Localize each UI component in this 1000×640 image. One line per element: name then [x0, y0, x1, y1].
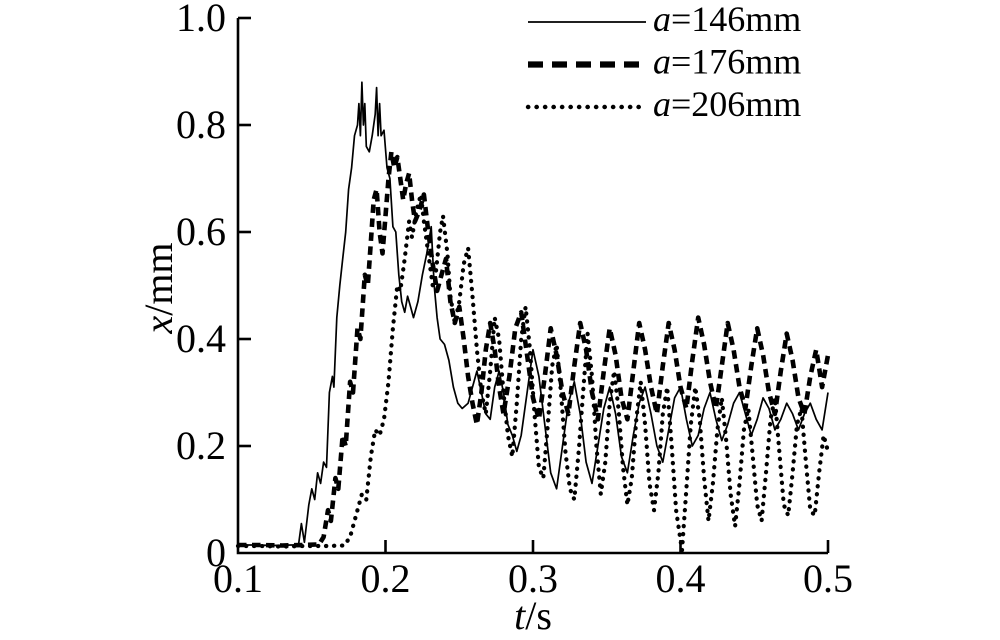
- y-tick-label: 0.4: [176, 316, 226, 361]
- legend-label-146: a=146mm: [653, 0, 801, 39]
- y-tick-label: 0.8: [176, 102, 226, 147]
- axis-spines: [236, 18, 828, 555]
- y-tick-label: 0: [206, 530, 226, 575]
- y-tick-label: 1.0: [176, 0, 226, 40]
- series-line-176: [238, 149, 831, 548]
- x-tick-label: 0.4: [656, 556, 706, 601]
- y-tick-label: 0.6: [176, 209, 226, 254]
- axes-layer: 0.1 0.2 0.3 0.4 0.5 0 0.2 0.4 0.6 0.8 1.0: [176, 0, 853, 601]
- y-axis-title: x/mm: [136, 242, 181, 334]
- x-tick-label: 0.2: [361, 556, 411, 601]
- x-tick-label: 0.3: [508, 556, 558, 601]
- x-axis-title: t/s: [514, 593, 552, 638]
- series-layer: [235, 81, 831, 553]
- y-tick-label: 0.2: [176, 423, 226, 468]
- series-line-206: [235, 192, 831, 553]
- legend-label-176: a=176mm: [653, 42, 801, 82]
- series-line-146: [238, 81, 829, 547]
- x-tick-label: 0.5: [803, 556, 853, 601]
- x-tick-label: 0.1: [213, 556, 263, 601]
- legend-label-206: a=206mm: [653, 84, 801, 124]
